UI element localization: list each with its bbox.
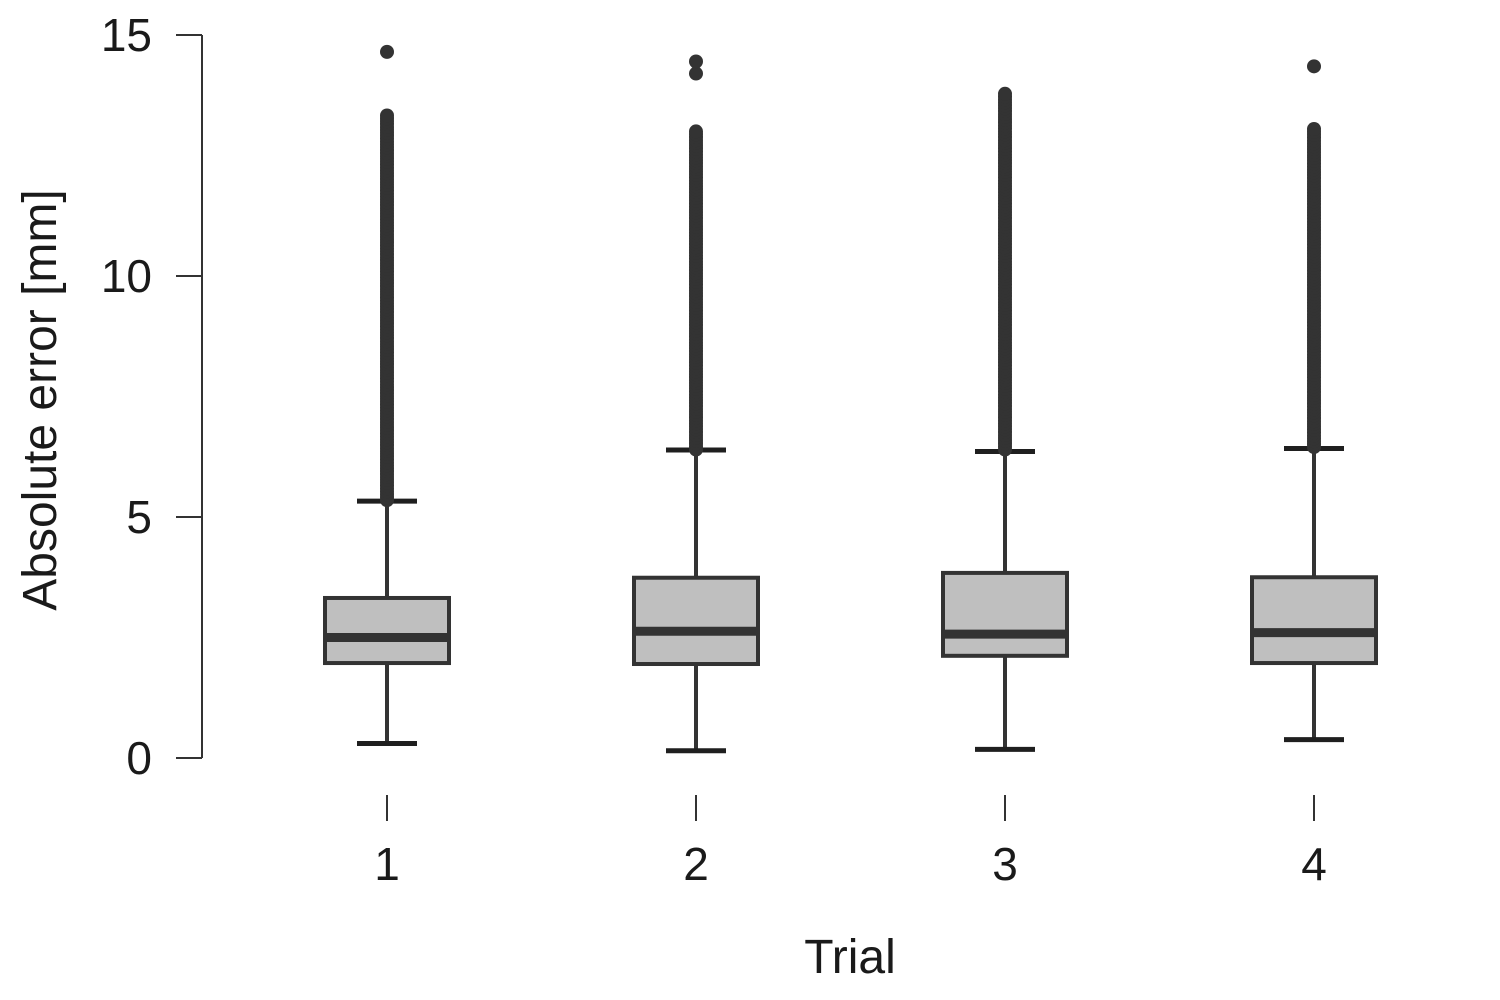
y-axis-title: Absolute error [mm] (14, 189, 67, 610)
iqr-box (941, 570, 1069, 658)
plot-area (323, 44, 1378, 754)
iqr-box (323, 595, 451, 666)
x-tick-label: 4 (1301, 838, 1327, 890)
y-tick-label: 0 (126, 732, 152, 784)
iqr-box (1250, 575, 1378, 666)
y-axis: 0 5 10 15 (101, 9, 203, 784)
outlier-point (1307, 121, 1321, 136)
box-group-trial-4 (1250, 59, 1378, 743)
outlier-point (689, 54, 703, 69)
x-tick-label: 3 (992, 838, 1018, 890)
y-tick-label: 15 (101, 9, 152, 61)
outlier-point (1307, 59, 1321, 74)
x-tick-label: 2 (683, 838, 709, 890)
x-tick-label: 1 (374, 838, 400, 890)
box-group-trial-2 (632, 54, 760, 754)
outlier-point (998, 86, 1012, 101)
outlier-point (689, 124, 703, 139)
y-tick-label: 10 (101, 250, 152, 302)
outlier-point (380, 108, 394, 123)
outlier-point (689, 66, 703, 81)
outlier-point (380, 44, 394, 59)
box-group-trial-1 (323, 44, 451, 747)
y-tick-label: 5 (126, 491, 152, 543)
iqr-box (632, 575, 760, 667)
x-axis: 1 2 3 4 (374, 795, 1327, 890)
x-axis-title: Trial (804, 931, 896, 984)
box-group-trial-3 (941, 86, 1069, 752)
